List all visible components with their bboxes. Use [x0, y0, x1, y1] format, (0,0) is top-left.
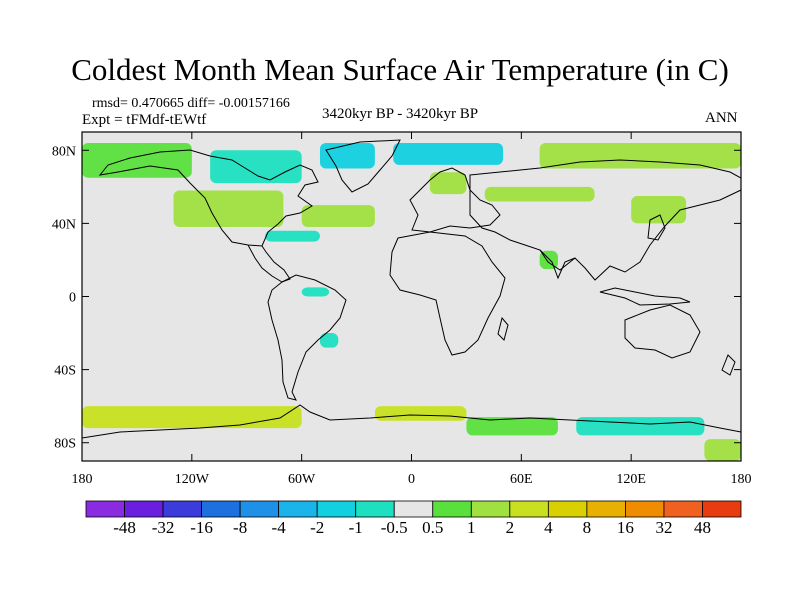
coastline-asia: [469, 159, 742, 281]
coastline-indonesia: [599, 287, 691, 306]
colorbar-label: 32: [655, 518, 672, 537]
coastline-india: [539, 249, 576, 280]
coastlines: [81, 139, 742, 439]
colorbar-label: -16: [190, 518, 213, 537]
coastline-madagascar: [497, 316, 509, 341]
x-tick-label: 60W: [288, 472, 316, 487]
colorbar-swatch: [124, 500, 164, 518]
y-tick-label: 40N: [52, 217, 76, 232]
anomaly-region: [301, 205, 375, 228]
anomaly-region: [265, 230, 320, 242]
colorbar-swatch: [625, 500, 665, 518]
coastline-australia: [624, 304, 701, 359]
colorbar-swatch: [278, 500, 318, 518]
y-tick-label: 80S: [54, 437, 76, 452]
colorbar-swatch: [470, 500, 511, 518]
colorbar-swatch: [355, 500, 395, 518]
colorbar-swatch: [509, 500, 549, 518]
anomaly-region: [374, 406, 467, 421]
colorbar-label: 1: [467, 518, 476, 537]
colorbar-swatch: [702, 500, 742, 518]
colorbar-swatch: [393, 500, 434, 518]
coastline-south-america: [267, 274, 347, 401]
colorbar-label: -48: [113, 518, 136, 537]
period-label: 3420kyr BP - 3420kyr BP: [322, 106, 479, 122]
colorbar-swatch: [586, 500, 626, 518]
anomaly-region: [704, 439, 741, 461]
colorbar-label: 4: [544, 518, 553, 537]
x-tick-label: 180: [72, 472, 93, 487]
expt-label: Expt = tFMdf-tEWtf: [82, 112, 207, 128]
axes: 180 120W 60W 0 60E 120E 180 80N 40N 0 40S 80S: [52, 132, 752, 487]
coastline-japan: [647, 214, 666, 241]
anomaly-region: [319, 333, 339, 348]
coastline-new-zealand: [721, 354, 736, 376]
colorbar-swatch: [239, 500, 280, 518]
colorbar-swatch: [162, 500, 202, 518]
x-tick-label: 180: [731, 472, 752, 487]
colorbar-label: 0.5: [422, 518, 443, 537]
x-tick-label: 120E: [616, 472, 646, 487]
anomaly-region: [429, 172, 467, 195]
colorbar-label: -0.5: [381, 518, 408, 537]
anomaly-region: [466, 417, 558, 436]
x-tick-label: 60E: [510, 472, 533, 487]
colorbar: -48 -32 -16 -8 -4 -2 -1 -0.5 0.5 1 2 4 8 16 32 48: [85, 500, 742, 537]
chart-title: Coldest Month Mean Surface Air Temperatu…: [71, 52, 729, 87]
x-tick-label: 0: [408, 472, 415, 487]
colorbar-swatch: [201, 500, 241, 518]
anomaly-region: [631, 195, 687, 224]
coastline-africa: [389, 231, 506, 356]
map-plot-area: [81, 131, 742, 462]
anomaly-region: [484, 186, 595, 202]
colorbar-label: -8: [233, 518, 247, 537]
y-tick-label: 80N: [52, 144, 76, 159]
colorbar-label: 2: [506, 518, 515, 537]
anomaly-region: [82, 142, 192, 178]
anomaly-region: [539, 142, 741, 169]
coastline-greenland: [325, 139, 401, 193]
x-tick-label: 120W: [175, 472, 210, 487]
anomaly-region: [576, 417, 705, 436]
y-tick-label: 0: [69, 291, 76, 306]
colorbar-label: 16: [617, 518, 634, 537]
y-tick-label: 40S: [54, 364, 76, 379]
anomaly-region: [301, 287, 330, 297]
anomaly-region: [82, 406, 302, 429]
colorbar-label: -2: [310, 518, 324, 537]
anomaly-region: [210, 150, 302, 184]
colorbar-swatch: [316, 500, 357, 518]
colorbar-swatch: [85, 500, 125, 518]
colorbar-swatch: [663, 500, 703, 518]
season-label: ANN: [705, 110, 738, 126]
colorbar-swatch: [547, 500, 588, 518]
coastline-north-america: [98, 149, 319, 247]
anomaly-region: [319, 142, 375, 169]
colorbar-label: 8: [583, 518, 592, 537]
colorbar-swatch: [432, 500, 472, 518]
colorbar-label: -1: [349, 518, 363, 537]
anomaly-region: [393, 142, 504, 165]
coastline-antarctica: [81, 404, 742, 439]
colorbar-label: 48: [694, 518, 711, 537]
colorbar-label: -32: [152, 518, 175, 537]
colorbar-label: -4: [272, 518, 287, 537]
stats-label: rmsd= 0.470665 diff= -0.00157166: [92, 96, 290, 111]
anomaly-region: [173, 190, 284, 228]
